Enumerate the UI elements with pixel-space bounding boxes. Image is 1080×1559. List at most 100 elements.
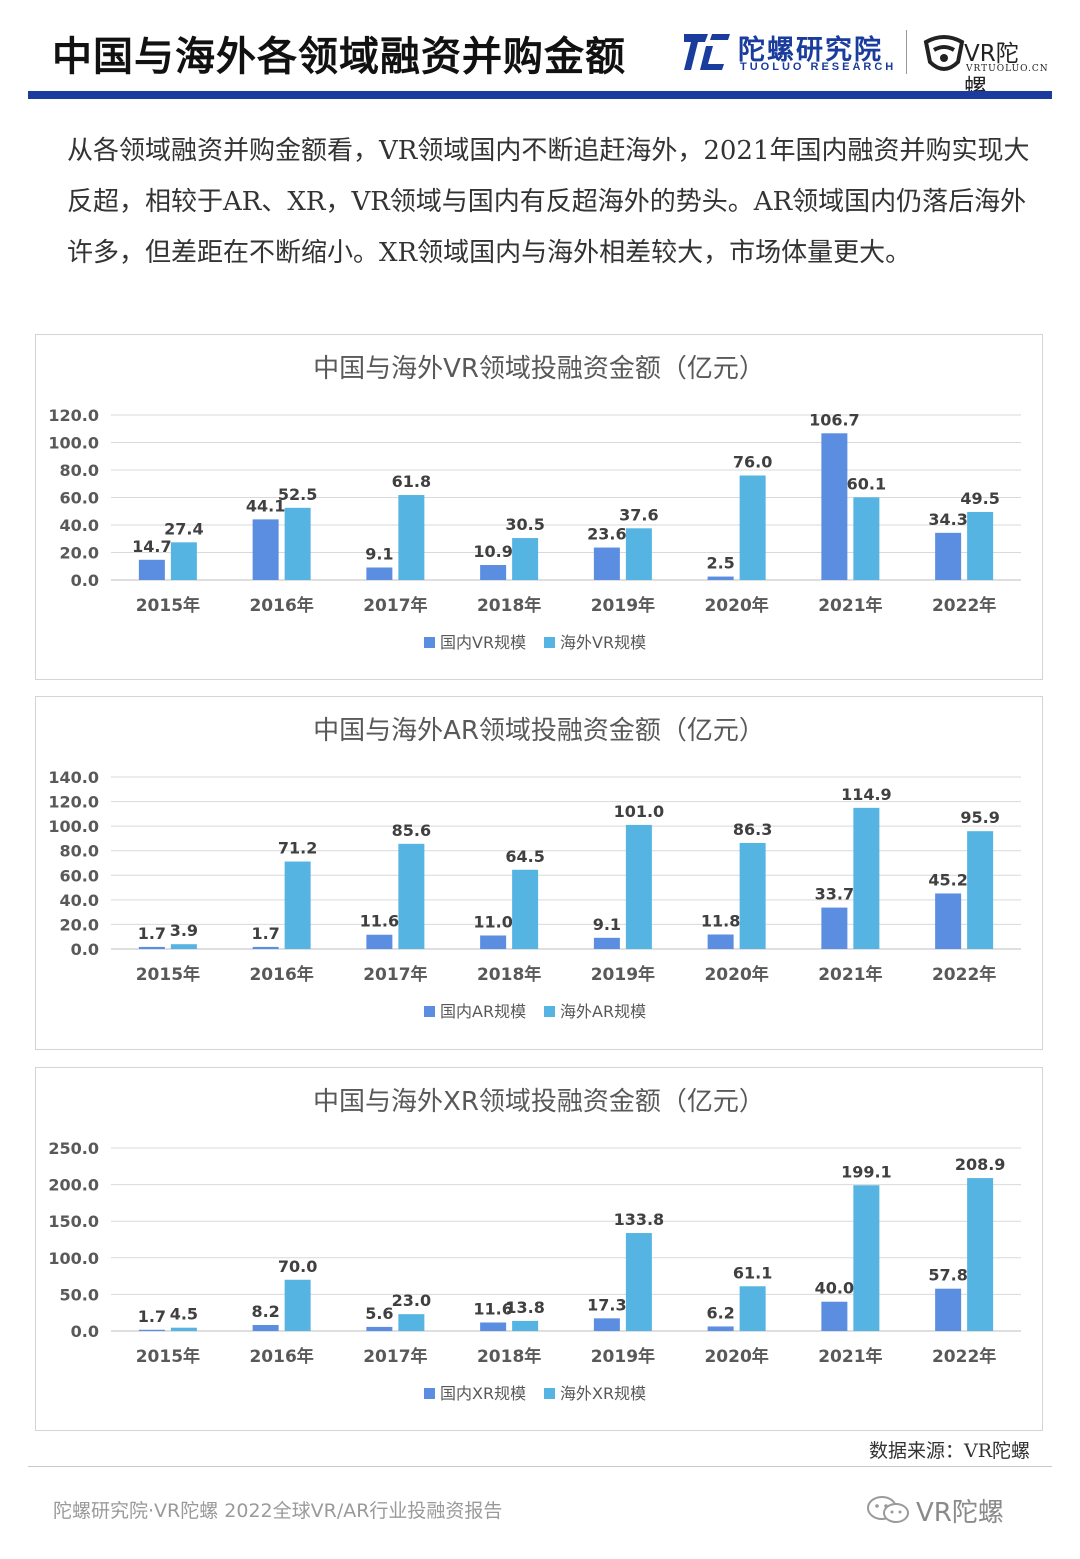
data-label: 85.6 [392,821,431,840]
data-label: 57.8 [928,1266,967,1285]
x-tick-label: 2022年 [932,964,996,985]
bar [398,1314,425,1331]
data-label: 27.4 [164,519,203,538]
bar [138,946,165,949]
bar [366,934,393,949]
bar [512,869,539,949]
tuoluo-logo-icon [684,34,730,70]
y-tick-label: 60.0 [60,866,99,885]
data-label: 33.7 [815,885,854,904]
vr-brand-name: VR陀螺 [964,41,1019,101]
bar [170,542,197,580]
bar [284,507,311,580]
x-tick-label: 2016年 [249,1346,313,1367]
bar [512,538,539,580]
data-label: 11.0 [473,912,512,931]
bar [707,576,734,580]
x-tick-label: 2021年 [818,964,882,985]
brand-divider [906,30,907,74]
x-tick-label: 2018年 [477,595,541,616]
data-label: 23.6 [587,525,626,544]
y-tick-label: 20.0 [60,915,99,934]
bar [170,1327,197,1331]
data-label: 114.9 [841,785,892,804]
x-tick-label: 2016年 [249,964,313,985]
data-label: 6.2 [706,1303,734,1322]
data-label: 70.0 [278,1257,317,1276]
data-label: 11.6 [360,912,399,931]
bar [366,567,393,580]
data-label: 1.7 [251,924,279,943]
bar [284,1279,311,1331]
data-label: 34.3 [928,510,967,529]
data-label: 95.9 [960,808,999,827]
y-tick-label: 150.0 [48,1212,99,1231]
y-tick-label: 120.0 [48,793,99,812]
bar [593,547,620,580]
bar [252,1324,279,1331]
data-label: 10.9 [473,542,512,561]
x-tick-label: 2021年 [818,595,882,616]
data-label: 40.0 [815,1279,854,1298]
data-label: 61.8 [392,472,431,491]
header-rule [28,91,1052,99]
bar [593,937,620,949]
y-tick-label: 80.0 [60,461,99,480]
bar [853,1185,880,1331]
x-tick-label: 2015年 [136,964,200,985]
bar [707,934,734,949]
bar [967,511,994,580]
bar [967,831,994,949]
bar [252,946,279,949]
x-tick-label: 2019年 [591,964,655,985]
y-tick-label: 100.0 [48,1249,99,1268]
data-label: 17.3 [587,1295,626,1314]
data-label: 8.2 [251,1302,279,1321]
bar [480,565,507,580]
bar [739,842,766,949]
data-label: 71.2 [278,839,317,858]
bar [593,1318,620,1331]
data-label: 13.8 [505,1298,544,1317]
y-tick-label: 60.0 [60,489,99,508]
x-tick-label: 2019年 [591,595,655,616]
legend-label: 海外XR规模 [560,1384,646,1403]
y-tick-label: 200.0 [48,1176,99,1195]
bar [398,843,425,949]
footer-text: 陀螺研究院·VR陀螺 2022全球VR/AR行业投融资报告 [53,1500,503,1522]
data-label: 64.5 [505,847,544,866]
bar [967,1178,994,1331]
y-tick-label: 0.0 [71,571,99,590]
legend-label: 海外AR规模 [560,1002,646,1021]
bar [821,1301,848,1331]
bar [625,824,652,949]
data-label: 3.9 [170,921,198,940]
vr-investment-chart: 中国与海外VR领域投融资金额（亿元） 0.0 20.0 40.0 60.0 80.0 100… [48,354,1021,652]
bar [935,532,962,580]
y-tick-label: 80.0 [60,842,99,861]
data-source: 数据来源：VR陀螺 [868,1440,1030,1462]
ar-chart-panel: 中国与海外AR领域投融资金额（亿元） 0.0 20.0 40.0 60.0 80.0 100… [35,696,1043,1050]
brand-english: TUOLUO RESEARCH [740,61,897,73]
legend-label: 国内VR规模 [440,633,526,652]
data-label: 52.5 [278,485,317,504]
y-tick-label: 0.0 [71,1322,99,1341]
bar [935,1288,962,1331]
x-tick-label: 2020年 [704,1346,768,1367]
data-label: 61.1 [733,1263,772,1282]
bar [138,559,165,580]
legend-label: 国内XR规模 [440,1384,526,1403]
x-tick-label: 2022年 [932,1346,996,1367]
x-tick-label: 2018年 [477,1346,541,1367]
bar [366,1326,393,1331]
wechat-badge: VR陀螺 [866,1492,1046,1528]
data-label: 23.0 [392,1291,431,1310]
data-label: 14.7 [132,537,171,556]
ar-investment-chart: 中国与海外AR领域投融资金额（亿元） 0.0 20.0 40.0 60.0 80.0 100… [48,716,1021,1021]
chart-title: 中国与海外XR领域投融资金额（亿元） [313,1087,765,1117]
data-label: 1.7 [138,1307,166,1326]
data-label: 133.8 [614,1210,665,1229]
data-label: 208.9 [955,1155,1006,1174]
vr-tuoluo-logo-icon [923,35,965,71]
data-label: 45.2 [928,870,967,889]
